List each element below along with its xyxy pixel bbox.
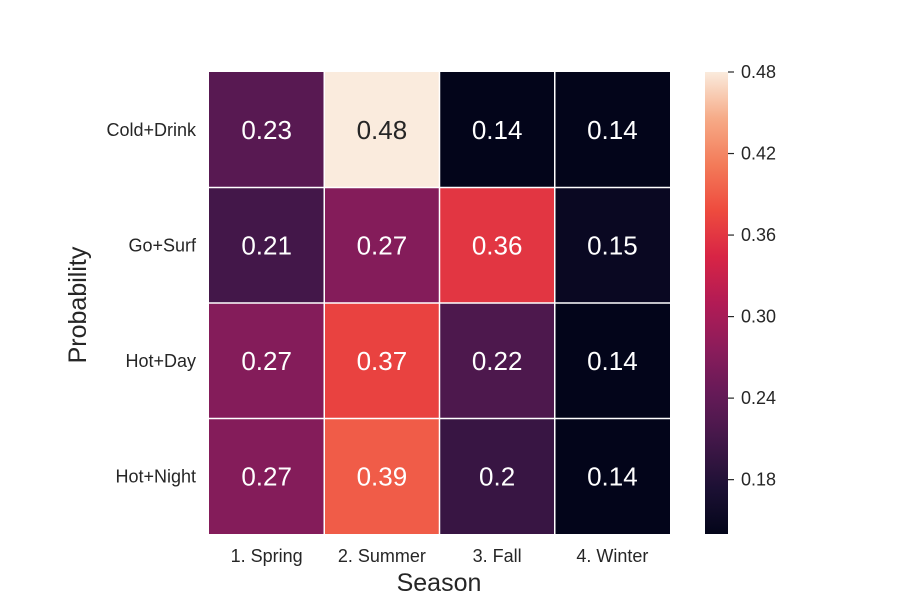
heatmap-cell [324, 187, 440, 303]
heatmap-cell [209, 418, 325, 534]
cell-value-label: 0.14 [472, 115, 523, 145]
heatmap-cell [209, 303, 325, 419]
cell-value-label: 0.14 [587, 346, 638, 376]
cell-value-label: 0.36 [472, 230, 523, 260]
heatmap-cell [439, 72, 555, 188]
y-axis-label: Probability [64, 246, 92, 363]
colorbar [705, 72, 728, 534]
heatmap-cell [439, 187, 555, 303]
x-tick-label: 4. Winter [576, 546, 648, 566]
cell-value-label: 0.22 [472, 346, 523, 376]
colorbar-tick-label: 0.30 [741, 307, 776, 327]
y-tick-label: Hot+Night [115, 466, 196, 486]
cell-value-label: 0.39 [357, 461, 408, 491]
colorbar-tick-label: 0.36 [741, 225, 776, 245]
heatmap-cell [554, 303, 670, 419]
cell-value-label: 0.21 [241, 230, 292, 260]
cell-value-label: 0.14 [587, 115, 638, 145]
heatmap-cell [439, 303, 555, 419]
cell-value-label: 0.14 [587, 461, 638, 491]
x-axis-label: Season [397, 569, 482, 597]
heatmap-cell [324, 303, 440, 419]
cell-value-label: 0.37 [357, 346, 408, 376]
colorbar-tick-label: 0.48 [741, 62, 776, 82]
heatmap-cell [554, 72, 670, 188]
heatmap-cell [209, 72, 325, 188]
colorbar-tick-label: 0.18 [741, 470, 776, 490]
x-tick-label: 3. Fall [473, 546, 522, 566]
heatmap-cell [439, 418, 555, 534]
heatmap-cell [324, 72, 440, 188]
y-tick-label: Hot+Day [125, 351, 196, 371]
cell-value-label: 0.27 [357, 230, 408, 260]
cell-value-label: 0.23 [241, 115, 292, 145]
y-tick-label: Cold+Drink [106, 120, 197, 140]
cell-value-label: 0.27 [241, 461, 292, 491]
heatmap-cell [554, 418, 670, 534]
colorbar-tick-label: 0.42 [741, 144, 776, 164]
cell-value-label: 0.15 [587, 230, 638, 260]
cell-value-label: 0.48 [357, 115, 408, 145]
x-tick-label: 1. Spring [231, 546, 303, 566]
heatmap-cell [209, 187, 325, 303]
y-tick-label: Go+Surf [128, 235, 197, 255]
colorbar-tick-label: 0.24 [741, 388, 776, 408]
heatmap-cell [554, 187, 670, 303]
x-tick-label: 2. Summer [338, 546, 426, 566]
cell-value-label: 0.27 [241, 346, 292, 376]
cell-value-label: 0.2 [479, 461, 515, 491]
heatmap-cell [324, 418, 440, 534]
